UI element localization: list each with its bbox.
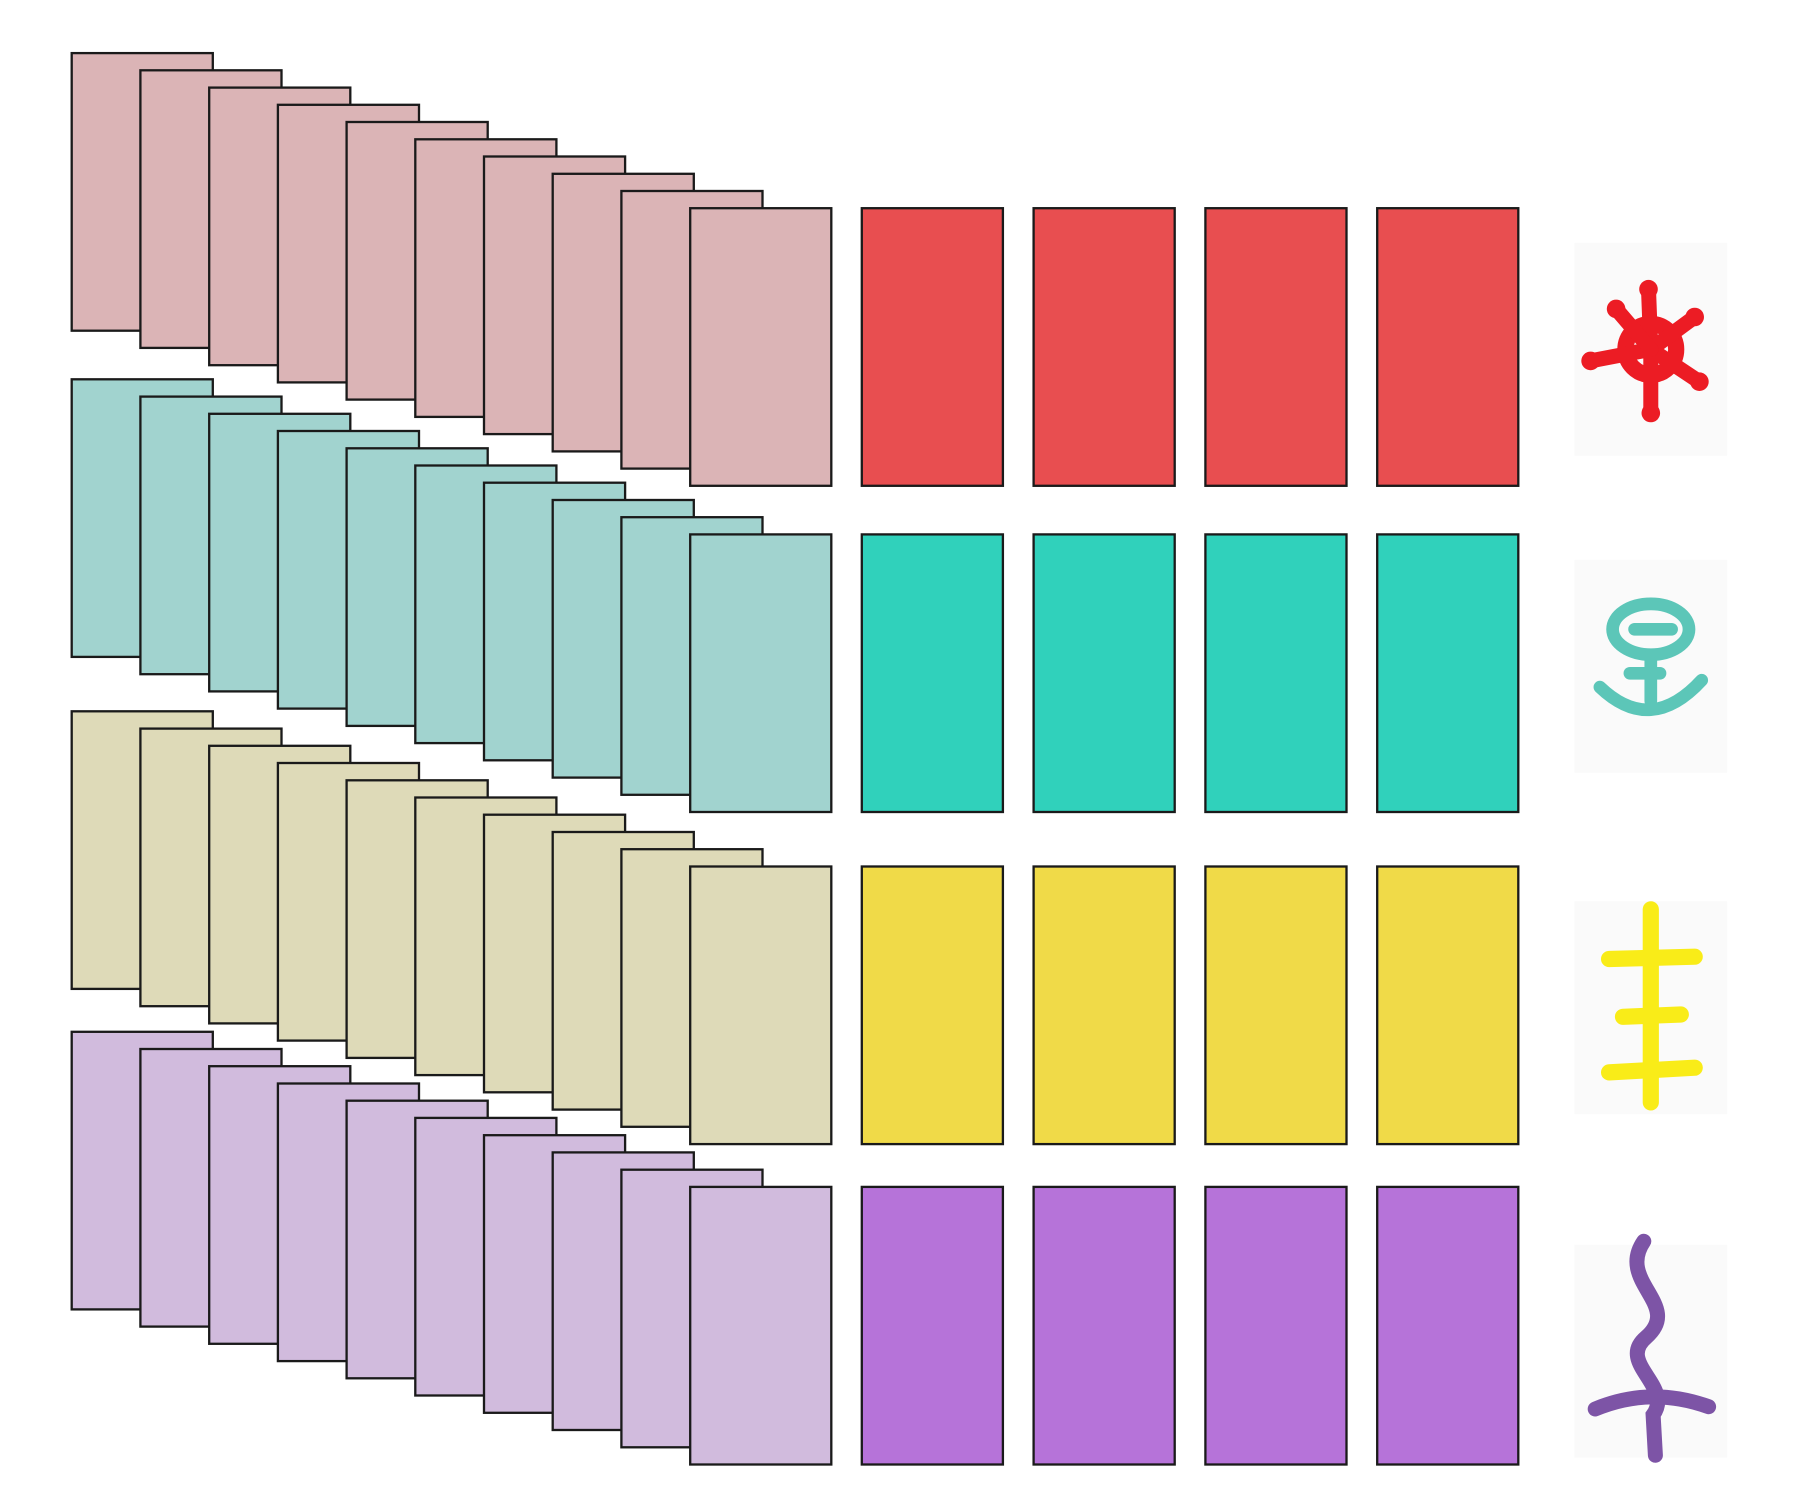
purple-stacked-card[interactable] [689, 1185, 833, 1466]
teal-placed-card[interactable] [1376, 533, 1520, 814]
teal-deck[interactable] [70, 378, 833, 814]
yellow-placed-card[interactable] [1204, 865, 1348, 1146]
cross-glyph-icon [1574, 901, 1728, 1115]
red-row [70, 51, 1728, 487]
red-placed-card[interactable] [860, 207, 1005, 487]
purple-row [70, 1030, 1728, 1466]
red-placed-card[interactable] [1032, 207, 1176, 487]
teal-placed-card[interactable] [1204, 533, 1348, 814]
yellow-deck[interactable] [70, 710, 833, 1146]
yellow-placed-card[interactable] [1032, 865, 1176, 1146]
teal-placed-cards [860, 533, 1520, 814]
yellow-stacked-card[interactable] [689, 865, 833, 1146]
sun-glyph-icon [1574, 242, 1728, 456]
teal-row [70, 378, 1728, 814]
serpent-glyph-icon [1574, 1233, 1728, 1463]
anchor-glyph-icon [1574, 559, 1728, 773]
yellow-placed-card[interactable] [1376, 865, 1520, 1146]
teal-placed-card[interactable] [1032, 533, 1176, 814]
red-stacked-card[interactable] [689, 207, 833, 487]
purple-placed-card[interactable] [1376, 1185, 1520, 1466]
red-deck[interactable] [70, 51, 833, 487]
red-placed-card[interactable] [1204, 207, 1348, 487]
yellow-row [70, 710, 1728, 1146]
red-placed-card[interactable] [1376, 207, 1520, 487]
yellow-placed-cards [860, 865, 1520, 1146]
teal-stacked-card[interactable] [689, 533, 833, 814]
purple-placed-card[interactable] [1032, 1185, 1176, 1466]
purple-placed-card[interactable] [860, 1185, 1005, 1466]
teal-placed-card[interactable] [860, 533, 1005, 814]
purple-deck[interactable] [70, 1030, 833, 1466]
purple-placed-cards [860, 1185, 1520, 1466]
red-placed-cards [860, 207, 1520, 487]
purple-placed-card[interactable] [1204, 1185, 1348, 1466]
yellow-placed-card[interactable] [860, 865, 1005, 1146]
